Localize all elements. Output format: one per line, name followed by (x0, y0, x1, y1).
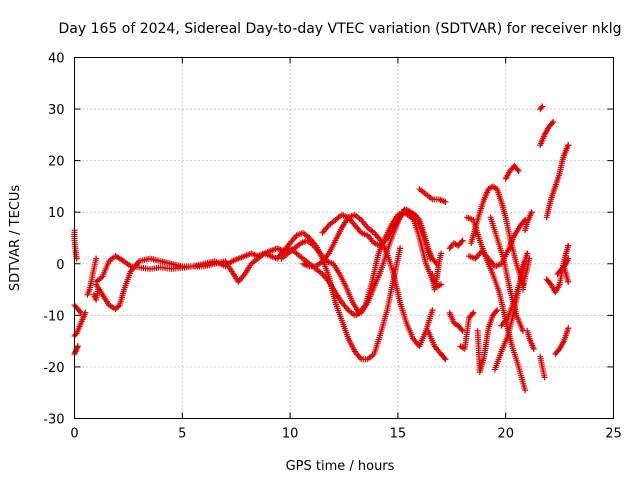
x-tick-label: 20 (497, 427, 514, 442)
data-point (459, 237, 466, 244)
data-point (526, 255, 533, 262)
y-tick-label: 0 (56, 258, 64, 273)
data-points (71, 103, 572, 394)
data-point (538, 104, 545, 111)
plot-frame (74, 57, 614, 419)
data-point (515, 167, 522, 174)
data-point (441, 354, 448, 361)
series-s31 (537, 103, 546, 113)
data-point (442, 198, 449, 205)
data-point (541, 374, 548, 381)
series-s04 (71, 302, 84, 316)
series-s17 (446, 309, 466, 334)
x-tick-label: 15 (390, 427, 407, 442)
series-s10 (300, 211, 436, 350)
series-s36 (560, 263, 572, 285)
series-s14 (425, 327, 449, 363)
y-tick-label: -10 (43, 309, 64, 324)
data-point (438, 281, 445, 288)
x-tick-label: 10 (282, 427, 299, 442)
y-tick-label: -20 (43, 361, 64, 376)
series-s03 (71, 227, 80, 262)
series-s28 (524, 327, 537, 352)
data-point (565, 242, 572, 249)
series-s02 (71, 343, 81, 358)
data-point (522, 387, 529, 394)
data-point (514, 166, 521, 173)
data-point (458, 326, 465, 333)
series-s29 (522, 209, 535, 234)
chart-title: Day 165 of 2024, Sidereal Day-to-day VTE… (59, 21, 622, 37)
y-tick-label: 10 (48, 206, 65, 221)
y-tick-label: 40 (48, 52, 65, 67)
data-point (470, 309, 477, 316)
data-point (565, 255, 572, 262)
data-point (72, 331, 79, 338)
y-tick-label: 30 (48, 103, 65, 118)
y-tick-label: -30 (43, 413, 64, 428)
data-point (415, 215, 422, 222)
data-point (77, 309, 84, 316)
data-point (539, 103, 546, 110)
y-axis-label: SDTVAR / TECUs (8, 185, 23, 292)
data-point (113, 304, 120, 311)
data-point (458, 238, 465, 245)
data-point (432, 259, 439, 266)
data-point (438, 250, 445, 257)
series-s15 (429, 250, 445, 293)
data-point (494, 307, 501, 314)
series-s07 (93, 206, 408, 319)
data-point (549, 120, 556, 127)
data-point (530, 345, 537, 352)
x-tick-label: 25 (605, 427, 622, 442)
data-point (524, 250, 531, 257)
series-s16 (446, 237, 466, 252)
series-s37 (552, 325, 572, 358)
data-point (112, 306, 119, 313)
data-point (469, 311, 476, 318)
grid-lines (74, 57, 614, 419)
data-point (565, 325, 572, 332)
series-s32 (537, 118, 557, 149)
data-point (492, 308, 499, 315)
data-point (565, 278, 572, 285)
y-tick-label: 20 (48, 155, 65, 170)
series-s08 (93, 229, 404, 363)
data-point (76, 308, 83, 315)
data-point (74, 343, 81, 350)
data-point (119, 257, 126, 264)
data-point (528, 209, 535, 216)
data-point (442, 356, 449, 363)
x-axis-label: GPS time / hours (286, 459, 395, 474)
series-s27 (519, 255, 533, 293)
series-s21 (468, 183, 526, 288)
data-point (565, 142, 572, 149)
series-s05 (84, 255, 100, 298)
series-s30 (537, 353, 548, 381)
data-point (115, 303, 122, 310)
x-tick-label: 5 (178, 427, 186, 442)
series-s13 (416, 186, 449, 205)
series-s26 (502, 162, 522, 182)
series-s34 (543, 242, 572, 296)
series-s18 (457, 309, 477, 352)
series-s33 (543, 142, 572, 221)
series-s22 (474, 307, 501, 376)
data-point (397, 245, 404, 252)
data-point (429, 307, 436, 314)
x-tick-label: 0 (70, 427, 78, 442)
data-point (550, 118, 557, 125)
data-point (93, 255, 100, 262)
